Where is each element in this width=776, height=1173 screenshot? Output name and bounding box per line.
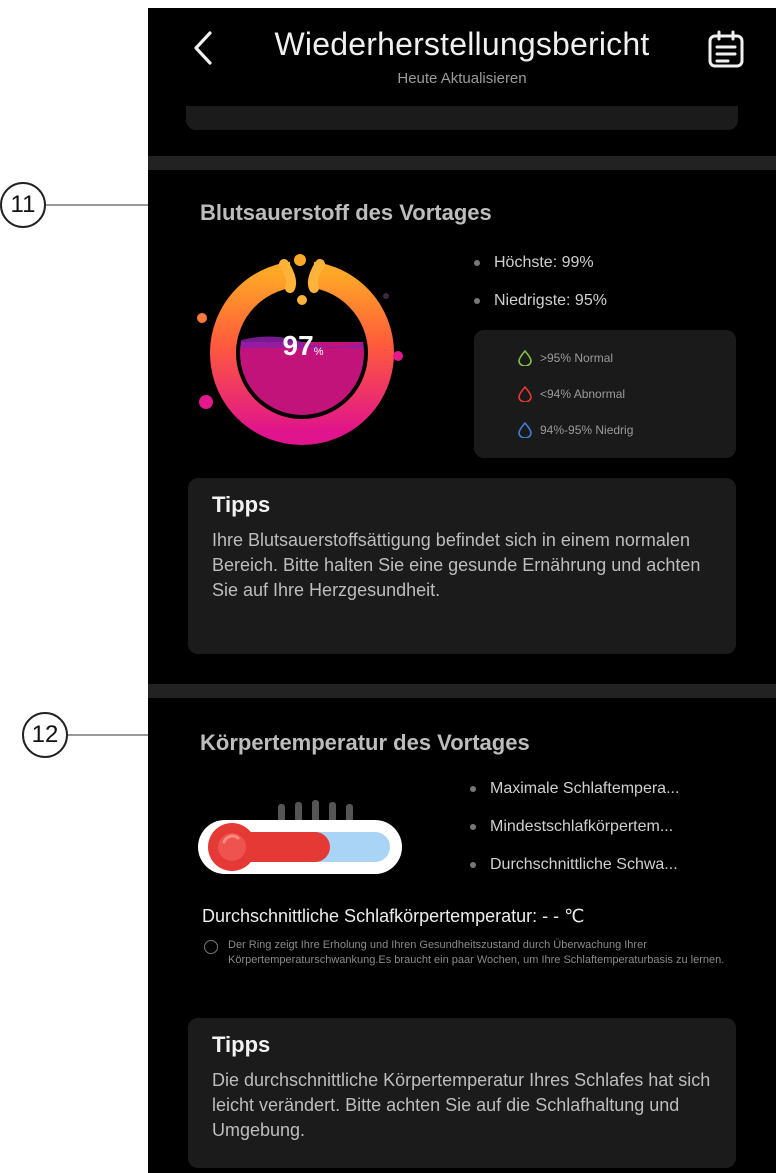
legend-label: >95% Normal	[540, 351, 614, 365]
section-divider	[148, 684, 776, 698]
section-divider	[148, 156, 776, 170]
oxygen-highest: Höchste: 99%	[474, 254, 594, 272]
blood-oxygen-gauge	[197, 254, 403, 445]
info-icon	[204, 940, 218, 954]
floating-dot	[297, 295, 307, 305]
floating-dot	[393, 351, 403, 361]
tips-text: Die durchschnittliche Körpertemperatur I…	[212, 1070, 711, 1140]
thermometer-icon	[198, 800, 402, 874]
oxygen-lowest-label: Niedrigste: 95%	[494, 292, 607, 309]
report-list-icon	[708, 30, 744, 68]
bullet	[470, 786, 476, 792]
oxygen-lowest: Niedrigste: 95%	[474, 292, 607, 310]
oxygen-value-unit: %	[313, 346, 324, 358]
phone-screen: Wiederherstellungsbericht Heute Aktualis…	[148, 8, 776, 1173]
oxygen-legend: >95% Normal <94% Abnormal 94%-95% Niedri…	[474, 330, 736, 458]
droplet-icon	[518, 386, 532, 402]
temp-min: Mindestschlafkörpertem...	[470, 818, 673, 836]
oxygen-tips-card: Tipps Ihre Blutsauerstoffsättigung befin…	[188, 478, 736, 654]
floating-dot	[383, 293, 389, 299]
legend-label: <94% Abnormal	[540, 387, 626, 401]
oxygen-value-number: 97	[282, 330, 314, 361]
annotation-12: 12	[22, 712, 176, 758]
bullet	[474, 298, 480, 304]
legend-item-low: 94%-95% Niedrig	[518, 422, 633, 438]
previous-card-edge	[186, 106, 738, 130]
page-title: Wiederherstellungsbericht	[274, 26, 650, 62]
legend-item-abnormal: <94% Abnormal	[518, 386, 625, 402]
chevron-left-icon	[194, 31, 212, 65]
floating-dot	[197, 313, 207, 323]
temperature-note: Der Ring zeigt Ihre Erholung und Ihren G…	[204, 938, 734, 968]
droplet-icon	[518, 422, 532, 438]
app-header: Wiederherstellungsbericht Heute Aktualis…	[148, 8, 776, 108]
temp-avg-label: Durchschnittliche Schwa...	[490, 856, 678, 873]
temp-avg-fluctuation: Durchschnittliche Schwa...	[470, 856, 678, 874]
annotation-leader-line	[68, 734, 176, 736]
page-subtitle: Heute Aktualisieren	[397, 70, 527, 87]
annotation-11: 11	[0, 182, 164, 228]
annotation-number: 11	[0, 182, 46, 228]
tips-title: Tipps	[212, 1032, 271, 1057]
annotation-leader-line	[46, 204, 164, 206]
blood-oxygen-title: Blutsauerstoff des Vortages	[200, 200, 492, 225]
droplet-icon	[518, 350, 532, 366]
temperature-tips-card: Tipps Die durchschnittliche Körpertemper…	[188, 1018, 736, 1168]
tips-text: Ihre Blutsauerstoffsättigung befindet si…	[212, 530, 701, 600]
oxygen-value: 97%	[272, 330, 334, 362]
temp-min-label: Mindestschlafkörpertem...	[490, 818, 674, 835]
thermometer-fill	[230, 832, 330, 862]
temp-max-label: Maximale Schlaftempera...	[490, 780, 680, 797]
legend-label: 94%-95% Niedrig	[540, 423, 634, 437]
temp-max: Maximale Schlaftempera...	[470, 780, 679, 798]
back-button[interactable]	[186, 28, 220, 68]
note-text: Der Ring zeigt Ihre Erholung und Ihren G…	[228, 939, 725, 966]
floating-dot	[199, 395, 213, 409]
floating-dot	[294, 254, 306, 266]
bullet	[470, 824, 476, 830]
oxygen-highest-label: Höchste: 99%	[494, 254, 594, 271]
body-temperature-title: Körpertemperatur des Vortages	[200, 730, 530, 755]
tips-title: Tipps	[212, 492, 271, 517]
annotation-number: 12	[22, 712, 68, 758]
bullet	[470, 862, 476, 868]
average-temperature-label: Durchschnittliche Schlafkörpertemperatur…	[202, 906, 585, 926]
report-button[interactable]	[702, 26, 750, 74]
legend-item-normal: >95% Normal	[518, 350, 613, 366]
bullet	[474, 260, 480, 266]
